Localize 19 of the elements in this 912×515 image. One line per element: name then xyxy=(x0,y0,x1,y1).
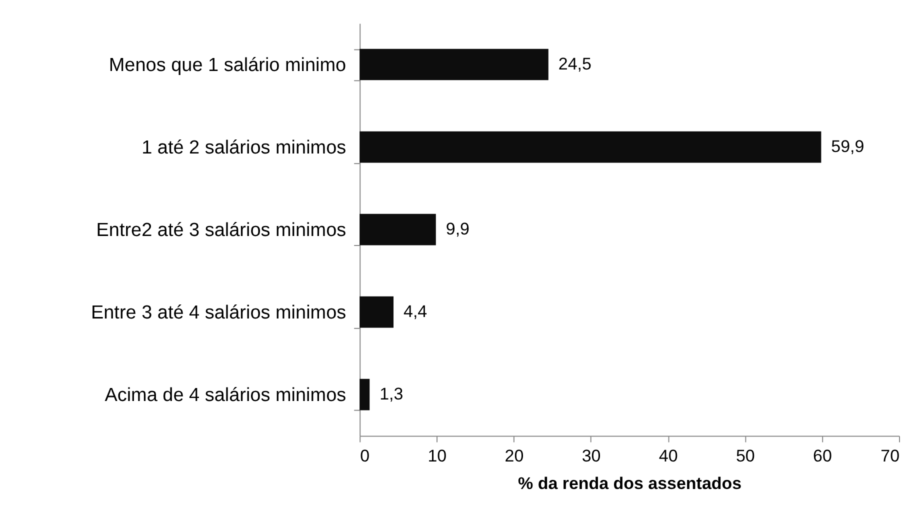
y-tick-label: Acima de 4 salários minimos xyxy=(104,385,346,406)
x-tick-label: 40 xyxy=(658,446,678,466)
x-tick-label: 50 xyxy=(736,446,755,466)
x-tick-label: 20 xyxy=(504,446,524,466)
x-tick-label: 0 xyxy=(360,446,370,466)
y-tick-label: Menos que 1 salário minimo xyxy=(108,54,346,76)
y-tick-label: Entre2 até 3 salários minimos xyxy=(96,220,346,242)
data-label: 59,9 xyxy=(831,137,864,156)
x-tick-label: 30 xyxy=(582,446,601,466)
x-axis-title: % da renda dos assentados xyxy=(518,474,742,494)
data-label: 4,4 xyxy=(404,302,428,322)
y-tick-label: 1 até 2 salários minimos xyxy=(142,138,346,159)
x-tick-label: 10 xyxy=(428,446,447,466)
data-label: 24,5 xyxy=(558,54,592,74)
x-tick-label: 70 xyxy=(880,446,900,466)
x-tick-label: 60 xyxy=(813,446,832,466)
data-label: 1,3 xyxy=(380,384,404,404)
data-label: 9,9 xyxy=(446,220,470,239)
y-tick-label: Entre 3 até 4 salários minimos xyxy=(90,302,346,324)
